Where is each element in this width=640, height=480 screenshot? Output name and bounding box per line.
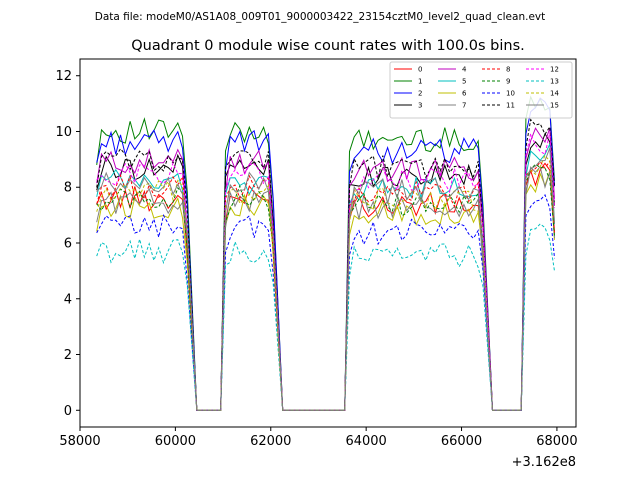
legend-label-15: 15	[550, 102, 559, 110]
x-tick-label: 68000	[536, 434, 577, 449]
legend-frame	[389, 61, 573, 119]
y-tick-label: 10	[55, 125, 72, 140]
legend-label-1: 1	[418, 78, 422, 86]
x-tick-label: 60000	[155, 434, 196, 449]
figure-suptitle: Data file: modeM0/AS1A08_009T01_90000034…	[95, 11, 546, 23]
legend-label-6: 6	[462, 90, 467, 98]
series-line-2	[96, 97, 555, 411]
x-tick-label: 58000	[59, 434, 100, 449]
legend-label-2: 2	[418, 90, 422, 98]
series-line-15	[96, 147, 555, 411]
chart-title: Quadrant 0 module wise count rates with …	[131, 38, 525, 54]
y-tick-label: 2	[64, 348, 72, 363]
x-tick-label: 66000	[441, 434, 482, 449]
y-tick-label: 12	[55, 69, 72, 84]
legend-label-14: 14	[550, 90, 559, 98]
legend-label-3: 3	[418, 102, 422, 110]
x-offset-label: +3.162e8	[512, 455, 576, 470]
y-tick-label: 6	[64, 237, 72, 252]
legend-label-12: 12	[550, 66, 559, 74]
legend-label-7: 7	[462, 102, 466, 110]
legend-label-13: 13	[550, 78, 559, 86]
y-tick-label: 4	[64, 292, 72, 307]
x-tick-label: 64000	[345, 434, 386, 449]
legend-label-9: 9	[506, 78, 510, 86]
y-tick-label: 0	[64, 404, 72, 419]
x-tick-label: 62000	[250, 434, 291, 449]
legend-label-10: 10	[506, 90, 515, 98]
legend-label-0: 0	[418, 66, 422, 74]
series-line-13	[96, 223, 555, 411]
series-line-4	[96, 127, 555, 411]
legend-label-5: 5	[462, 78, 466, 86]
series-line-8	[96, 159, 555, 411]
legend-label-4: 4	[462, 66, 467, 74]
legend-label-8: 8	[506, 66, 510, 74]
legend-label-11: 11	[506, 102, 515, 110]
y-tick-label: 8	[64, 181, 72, 196]
